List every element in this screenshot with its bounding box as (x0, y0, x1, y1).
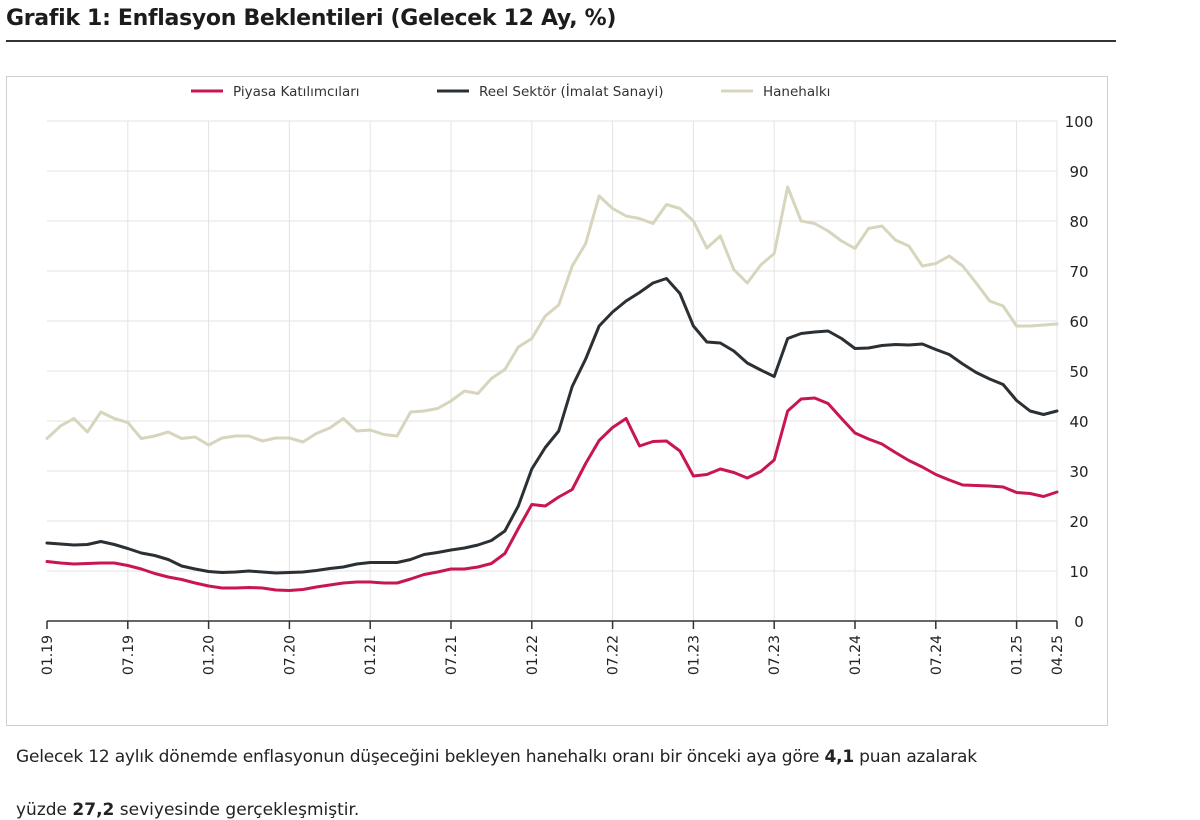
legend-label-1: Reel Sektör (İmalat Sanayi) (479, 82, 663, 100)
x-tick-label: 01.20 (202, 635, 218, 675)
y-tick-label: 90 (1069, 163, 1088, 181)
summary-text-3: yüzde (16, 800, 73, 820)
y-tick-label: 10 (1069, 563, 1088, 581)
x-tick-label: 01.22 (525, 635, 541, 675)
chart-frame: 0 10 20 30 40 50 60 70 80 90 100 01.19 07.19 01.20 07.… (6, 76, 1108, 726)
summary-paragraph: Gelecek 12 aylık dönemde enflasyonun düş… (16, 747, 1200, 767)
chart-title: Grafik 1: Enflasyon Beklentileri (Gelece… (6, 6, 617, 31)
summary-value-1: 4,1 (824, 747, 854, 767)
x-tick-label: 07.20 (282, 635, 298, 675)
legend-label-2: Hanehalkı (763, 84, 830, 100)
summary-text-1: Gelecek 12 aylık dönemde enflasyonun düş… (16, 747, 825, 767)
x-tick-label: 07.21 (444, 635, 460, 675)
x-tick-label: 07.23 (767, 635, 783, 675)
x-tick-label: 07.24 (929, 635, 945, 675)
y-tick-label: 30 (1069, 463, 1088, 481)
y-tick-label: 40 (1069, 413, 1088, 431)
summary-text-2: puan azalarak (853, 747, 977, 767)
x-tick-label: 01.25 (1010, 635, 1026, 675)
y-tick-label: 100 (1065, 113, 1094, 131)
title-underline (6, 40, 1116, 42)
summary-value-2: 27,2 (72, 800, 115, 820)
line-chart: 0 10 20 30 40 50 60 70 80 90 100 01.19 07.19 01.20 07.… (40, 82, 1094, 675)
series-line-2 (45, 185, 1059, 447)
x-tick-label: 07.19 (121, 635, 137, 675)
y-tick-label: 80 (1069, 213, 1088, 231)
x-tick-label: 01.23 (686, 635, 702, 675)
x-tick-label: 01.24 (848, 635, 864, 675)
x-tick-label: 07.22 (606, 635, 622, 675)
x-tick-label: 01.21 (363, 635, 379, 675)
y-tick-label: 0 (1074, 613, 1084, 631)
y-tick-label: 70 (1069, 263, 1088, 281)
series-line-1 (45, 277, 1059, 575)
x-tick-label: 01.19 (40, 635, 56, 675)
y-tick-label: 50 (1069, 363, 1088, 381)
series-line-0 (45, 396, 1059, 592)
x-tick-label: 04.25 (1050, 635, 1066, 675)
y-tick-label: 60 (1069, 313, 1088, 331)
summary-paragraph-line2: yüzde 27,2 seviyesinde gerçekleşmiştir. (16, 800, 359, 820)
legend-label-0: Piyasa Katılımcıları (233, 84, 360, 100)
summary-text-4: seviyesinde gerçekleşmiştir. (114, 800, 360, 820)
y-tick-label: 20 (1069, 513, 1088, 531)
